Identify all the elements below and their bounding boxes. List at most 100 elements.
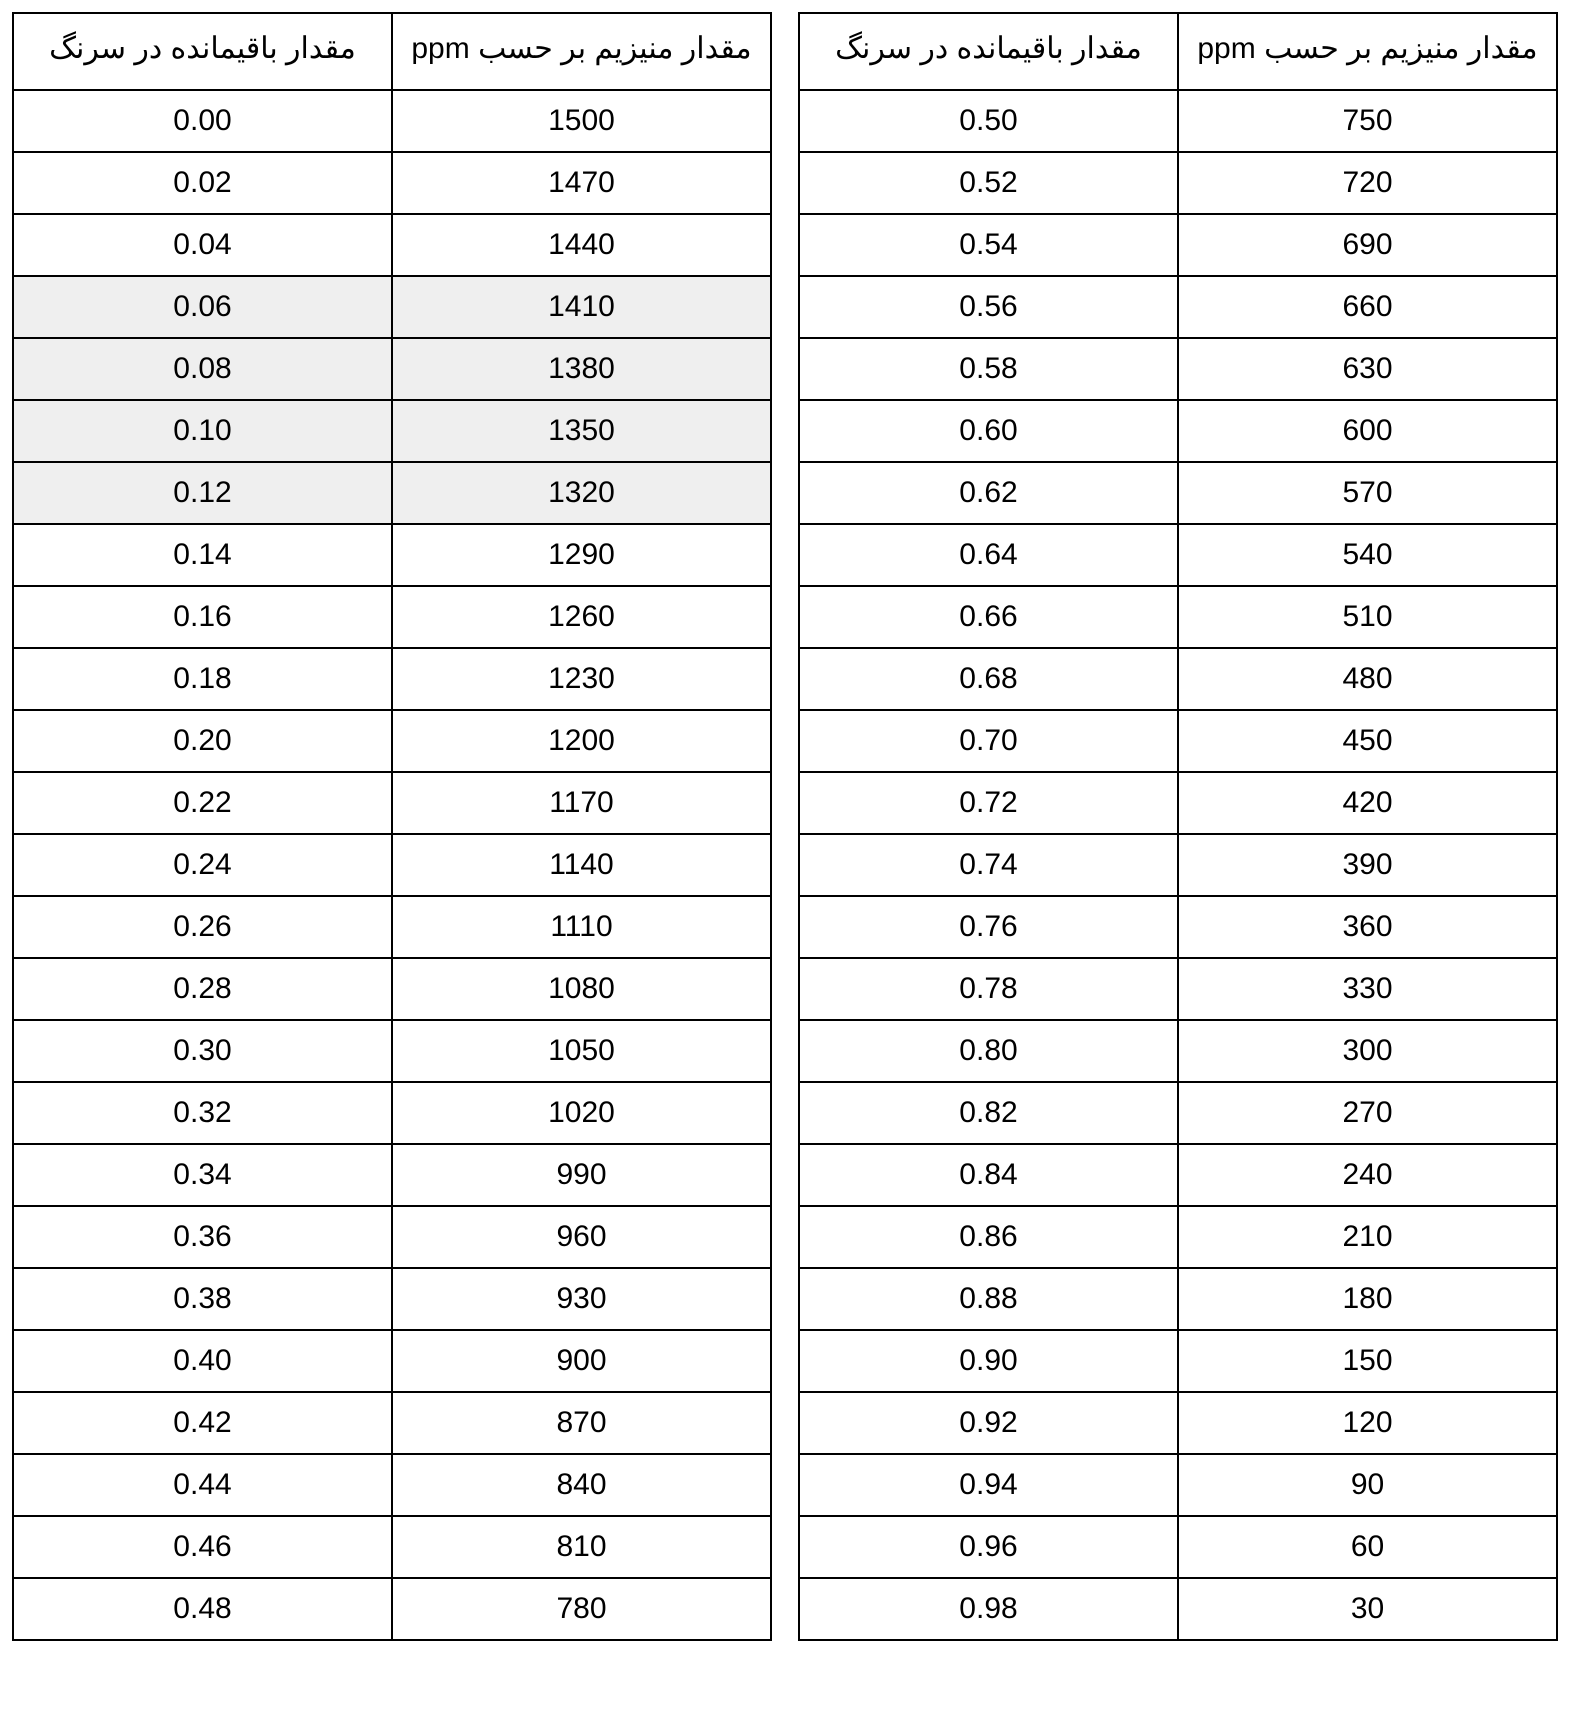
- cell-syringe: 0.46: [13, 1516, 392, 1578]
- table-header-row: مقدار باقیمانده در سرنگ مقدار منیزیم بر …: [13, 13, 771, 90]
- cell-syringe: 0.50: [799, 90, 1178, 152]
- table-row: 0.66510: [799, 586, 1557, 648]
- table-row: 0.80300: [799, 1020, 1557, 1082]
- cell-syringe: 0.54: [799, 214, 1178, 276]
- cell-ppm: 1470: [392, 152, 771, 214]
- cell-syringe: 0.20: [13, 710, 392, 772]
- cell-ppm: 1500: [392, 90, 771, 152]
- cell-syringe: 0.96: [799, 1516, 1178, 1578]
- table-row: 0.56660: [799, 276, 1557, 338]
- table-row: 0.041440: [13, 214, 771, 276]
- cell-ppm: 330: [1178, 958, 1557, 1020]
- table-row: 0.181230: [13, 648, 771, 710]
- table-row: 0.84240: [799, 1144, 1557, 1206]
- cell-ppm: 240: [1178, 1144, 1557, 1206]
- cell-syringe: 0.88: [799, 1268, 1178, 1330]
- cell-ppm: 750: [1178, 90, 1557, 152]
- cell-syringe: 0.78: [799, 958, 1178, 1020]
- cell-syringe: 0.82: [799, 1082, 1178, 1144]
- col-header-syringe: مقدار باقیمانده در سرنگ: [799, 13, 1178, 90]
- cell-ppm: 1290: [392, 524, 771, 586]
- cell-ppm: 90: [1178, 1454, 1557, 1516]
- cell-ppm: 900: [392, 1330, 771, 1392]
- cell-syringe: 0.68: [799, 648, 1178, 710]
- table-row: 0.54690: [799, 214, 1557, 276]
- cell-ppm: 480: [1178, 648, 1557, 710]
- cell-syringe: 0.18: [13, 648, 392, 710]
- cell-ppm: 300: [1178, 1020, 1557, 1082]
- table-row: 0.76360: [799, 896, 1557, 958]
- table-row: 0.9830: [799, 1578, 1557, 1640]
- cell-syringe: 0.62: [799, 462, 1178, 524]
- cell-ppm: 1110: [392, 896, 771, 958]
- cell-ppm: 1410: [392, 276, 771, 338]
- cell-ppm: 30: [1178, 1578, 1557, 1640]
- table-row: 0.82270: [799, 1082, 1557, 1144]
- cell-syringe: 0.00: [13, 90, 392, 152]
- table-row: 0.92120: [799, 1392, 1557, 1454]
- cell-syringe: 0.04: [13, 214, 392, 276]
- cell-syringe: 0.90: [799, 1330, 1178, 1392]
- table-row: 0.68480: [799, 648, 1557, 710]
- cell-syringe: 0.02: [13, 152, 392, 214]
- cell-syringe: 0.06: [13, 276, 392, 338]
- table-row: 0.34990: [13, 1144, 771, 1206]
- cell-syringe: 0.34: [13, 1144, 392, 1206]
- cell-syringe: 0.10: [13, 400, 392, 462]
- cell-syringe: 0.64: [799, 524, 1178, 586]
- cell-ppm: 360: [1178, 896, 1557, 958]
- cell-syringe: 0.22: [13, 772, 392, 834]
- table-row: 0.201200: [13, 710, 771, 772]
- table-row: 0.301050: [13, 1020, 771, 1082]
- table-row: 0.36960: [13, 1206, 771, 1268]
- cell-ppm: 660: [1178, 276, 1557, 338]
- cell-syringe: 0.86: [799, 1206, 1178, 1268]
- table-row: 0.72420: [799, 772, 1557, 834]
- table-row: 0.42870: [13, 1392, 771, 1454]
- table-row: 0.58630: [799, 338, 1557, 400]
- cell-syringe: 0.60: [799, 400, 1178, 462]
- cell-syringe: 0.92: [799, 1392, 1178, 1454]
- table-row: 0.62570: [799, 462, 1557, 524]
- cell-ppm: 510: [1178, 586, 1557, 648]
- cell-ppm: 1320: [392, 462, 771, 524]
- cell-syringe: 0.36: [13, 1206, 392, 1268]
- table-row: 0.061410: [13, 276, 771, 338]
- table-row: 0.081380: [13, 338, 771, 400]
- table-row: 0.141290: [13, 524, 771, 586]
- cell-ppm: 1230: [392, 648, 771, 710]
- cell-ppm: 1200: [392, 710, 771, 772]
- cell-ppm: 270: [1178, 1082, 1557, 1144]
- table-row: 0.88180: [799, 1268, 1557, 1330]
- cell-ppm: 150: [1178, 1330, 1557, 1392]
- cell-ppm: 1380: [392, 338, 771, 400]
- table-header-row: مقدار باقیمانده در سرنگ مقدار منیزیم بر …: [799, 13, 1557, 90]
- table-row: 0.74390: [799, 834, 1557, 896]
- cell-ppm: 840: [392, 1454, 771, 1516]
- cell-ppm: 540: [1178, 524, 1557, 586]
- table-row: 0.261110: [13, 896, 771, 958]
- cell-syringe: 0.76: [799, 896, 1178, 958]
- cell-syringe: 0.52: [799, 152, 1178, 214]
- table-row: 0.121320: [13, 462, 771, 524]
- table-row: 0.9490: [799, 1454, 1557, 1516]
- cell-syringe: 0.80: [799, 1020, 1178, 1082]
- col-header-ppm: مقدار منیزیم بر حسب ppm: [392, 13, 771, 90]
- cell-syringe: 0.40: [13, 1330, 392, 1392]
- table-row: 0.161260: [13, 586, 771, 648]
- cell-syringe: 0.28: [13, 958, 392, 1020]
- cell-syringe: 0.12: [13, 462, 392, 524]
- col-header-ppm: مقدار منیزیم بر حسب ppm: [1178, 13, 1557, 90]
- table-row: 0.9660: [799, 1516, 1557, 1578]
- cell-ppm: 450: [1178, 710, 1557, 772]
- cell-ppm: 1440: [392, 214, 771, 276]
- table-row: 0.46810: [13, 1516, 771, 1578]
- cell-syringe: 0.14: [13, 524, 392, 586]
- cell-ppm: 690: [1178, 214, 1557, 276]
- cell-syringe: 0.84: [799, 1144, 1178, 1206]
- cell-ppm: 570: [1178, 462, 1557, 524]
- cell-ppm: 1260: [392, 586, 771, 648]
- cell-syringe: 0.56: [799, 276, 1178, 338]
- table-row: 0.44840: [13, 1454, 771, 1516]
- cell-syringe: 0.32: [13, 1082, 392, 1144]
